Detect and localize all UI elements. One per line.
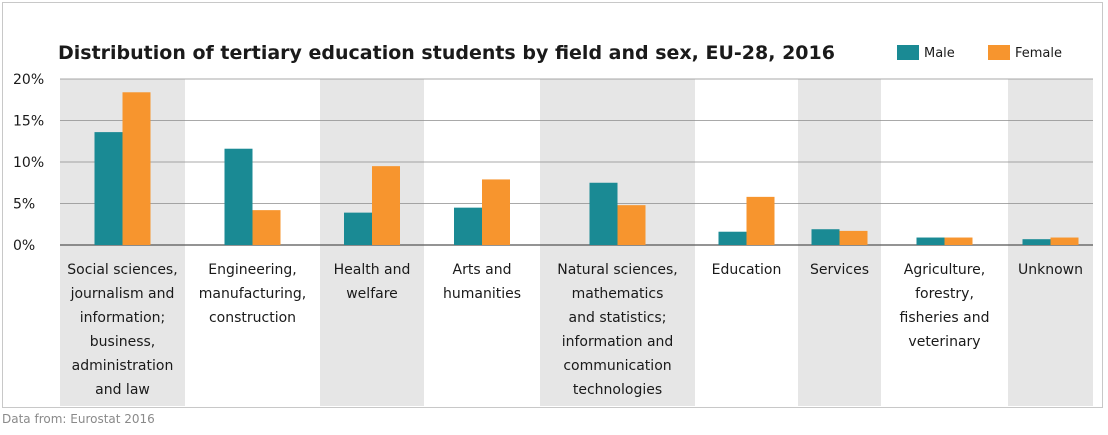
chart-title: Distribution of tertiary education stude… bbox=[58, 42, 835, 64]
source-note: Data from: Eurostat 2016 bbox=[2, 412, 155, 426]
category-label: Health and welfare bbox=[334, 262, 411, 302]
legend-swatch-male bbox=[897, 45, 919, 60]
y-tick-label: 10% bbox=[13, 155, 44, 171]
y-tick-label: 5% bbox=[13, 197, 35, 213]
category-label: Agriculture, forestry, fisheries and veteri… bbox=[900, 262, 990, 350]
bar-female bbox=[746, 196, 775, 245]
category-label: Social sciences, journalism and informatio… bbox=[67, 262, 177, 398]
bar-male bbox=[1022, 239, 1051, 245]
category-label: Unknown bbox=[1018, 262, 1083, 278]
bar-male bbox=[811, 229, 840, 245]
bar-female bbox=[944, 237, 973, 245]
y-tick-label: 20% bbox=[13, 72, 44, 88]
y-tick-label: 0% bbox=[13, 238, 35, 254]
legend: Male Female bbox=[897, 45, 1062, 61]
category-label: Arts and humanities bbox=[443, 262, 521, 302]
y-tick-label: 15% bbox=[13, 114, 44, 130]
legend-label-female: Female bbox=[1015, 46, 1062, 61]
bar-female bbox=[1050, 237, 1079, 245]
bar-female bbox=[617, 205, 646, 245]
legend-label-male: Male bbox=[924, 46, 955, 61]
bar-male bbox=[454, 207, 482, 245]
chart-frame: 0% 5% 10% 15% 20% Social sciences, journalism… bbox=[2, 2, 1103, 408]
category-label: Services bbox=[810, 262, 869, 278]
bar-female bbox=[372, 166, 400, 245]
category-labels: Social sciences, journalism and informatio… bbox=[67, 262, 1083, 398]
bar-male bbox=[589, 182, 618, 245]
bar-female bbox=[122, 92, 151, 245]
bar-male bbox=[94, 132, 123, 245]
bar-chart: 0% 5% 10% 15% 20% Social sciences, journalism… bbox=[13, 42, 1093, 406]
bars bbox=[94, 92, 1079, 245]
y-axis-ticks: 0% 5% 10% 15% 20% bbox=[13, 72, 44, 254]
category-label: Natural sciences, mathematics and statisti… bbox=[557, 262, 678, 398]
bar-male bbox=[718, 231, 747, 245]
bar-female bbox=[252, 210, 281, 245]
bar-male bbox=[344, 212, 372, 245]
legend-swatch-female bbox=[988, 45, 1010, 60]
bar-male bbox=[916, 237, 945, 245]
category-label: Education bbox=[712, 262, 782, 278]
bar-male bbox=[224, 148, 253, 245]
bar-female bbox=[839, 230, 868, 245]
category-label: Engineering, manufacturing, construction bbox=[199, 262, 306, 326]
bar-female bbox=[482, 179, 510, 245]
